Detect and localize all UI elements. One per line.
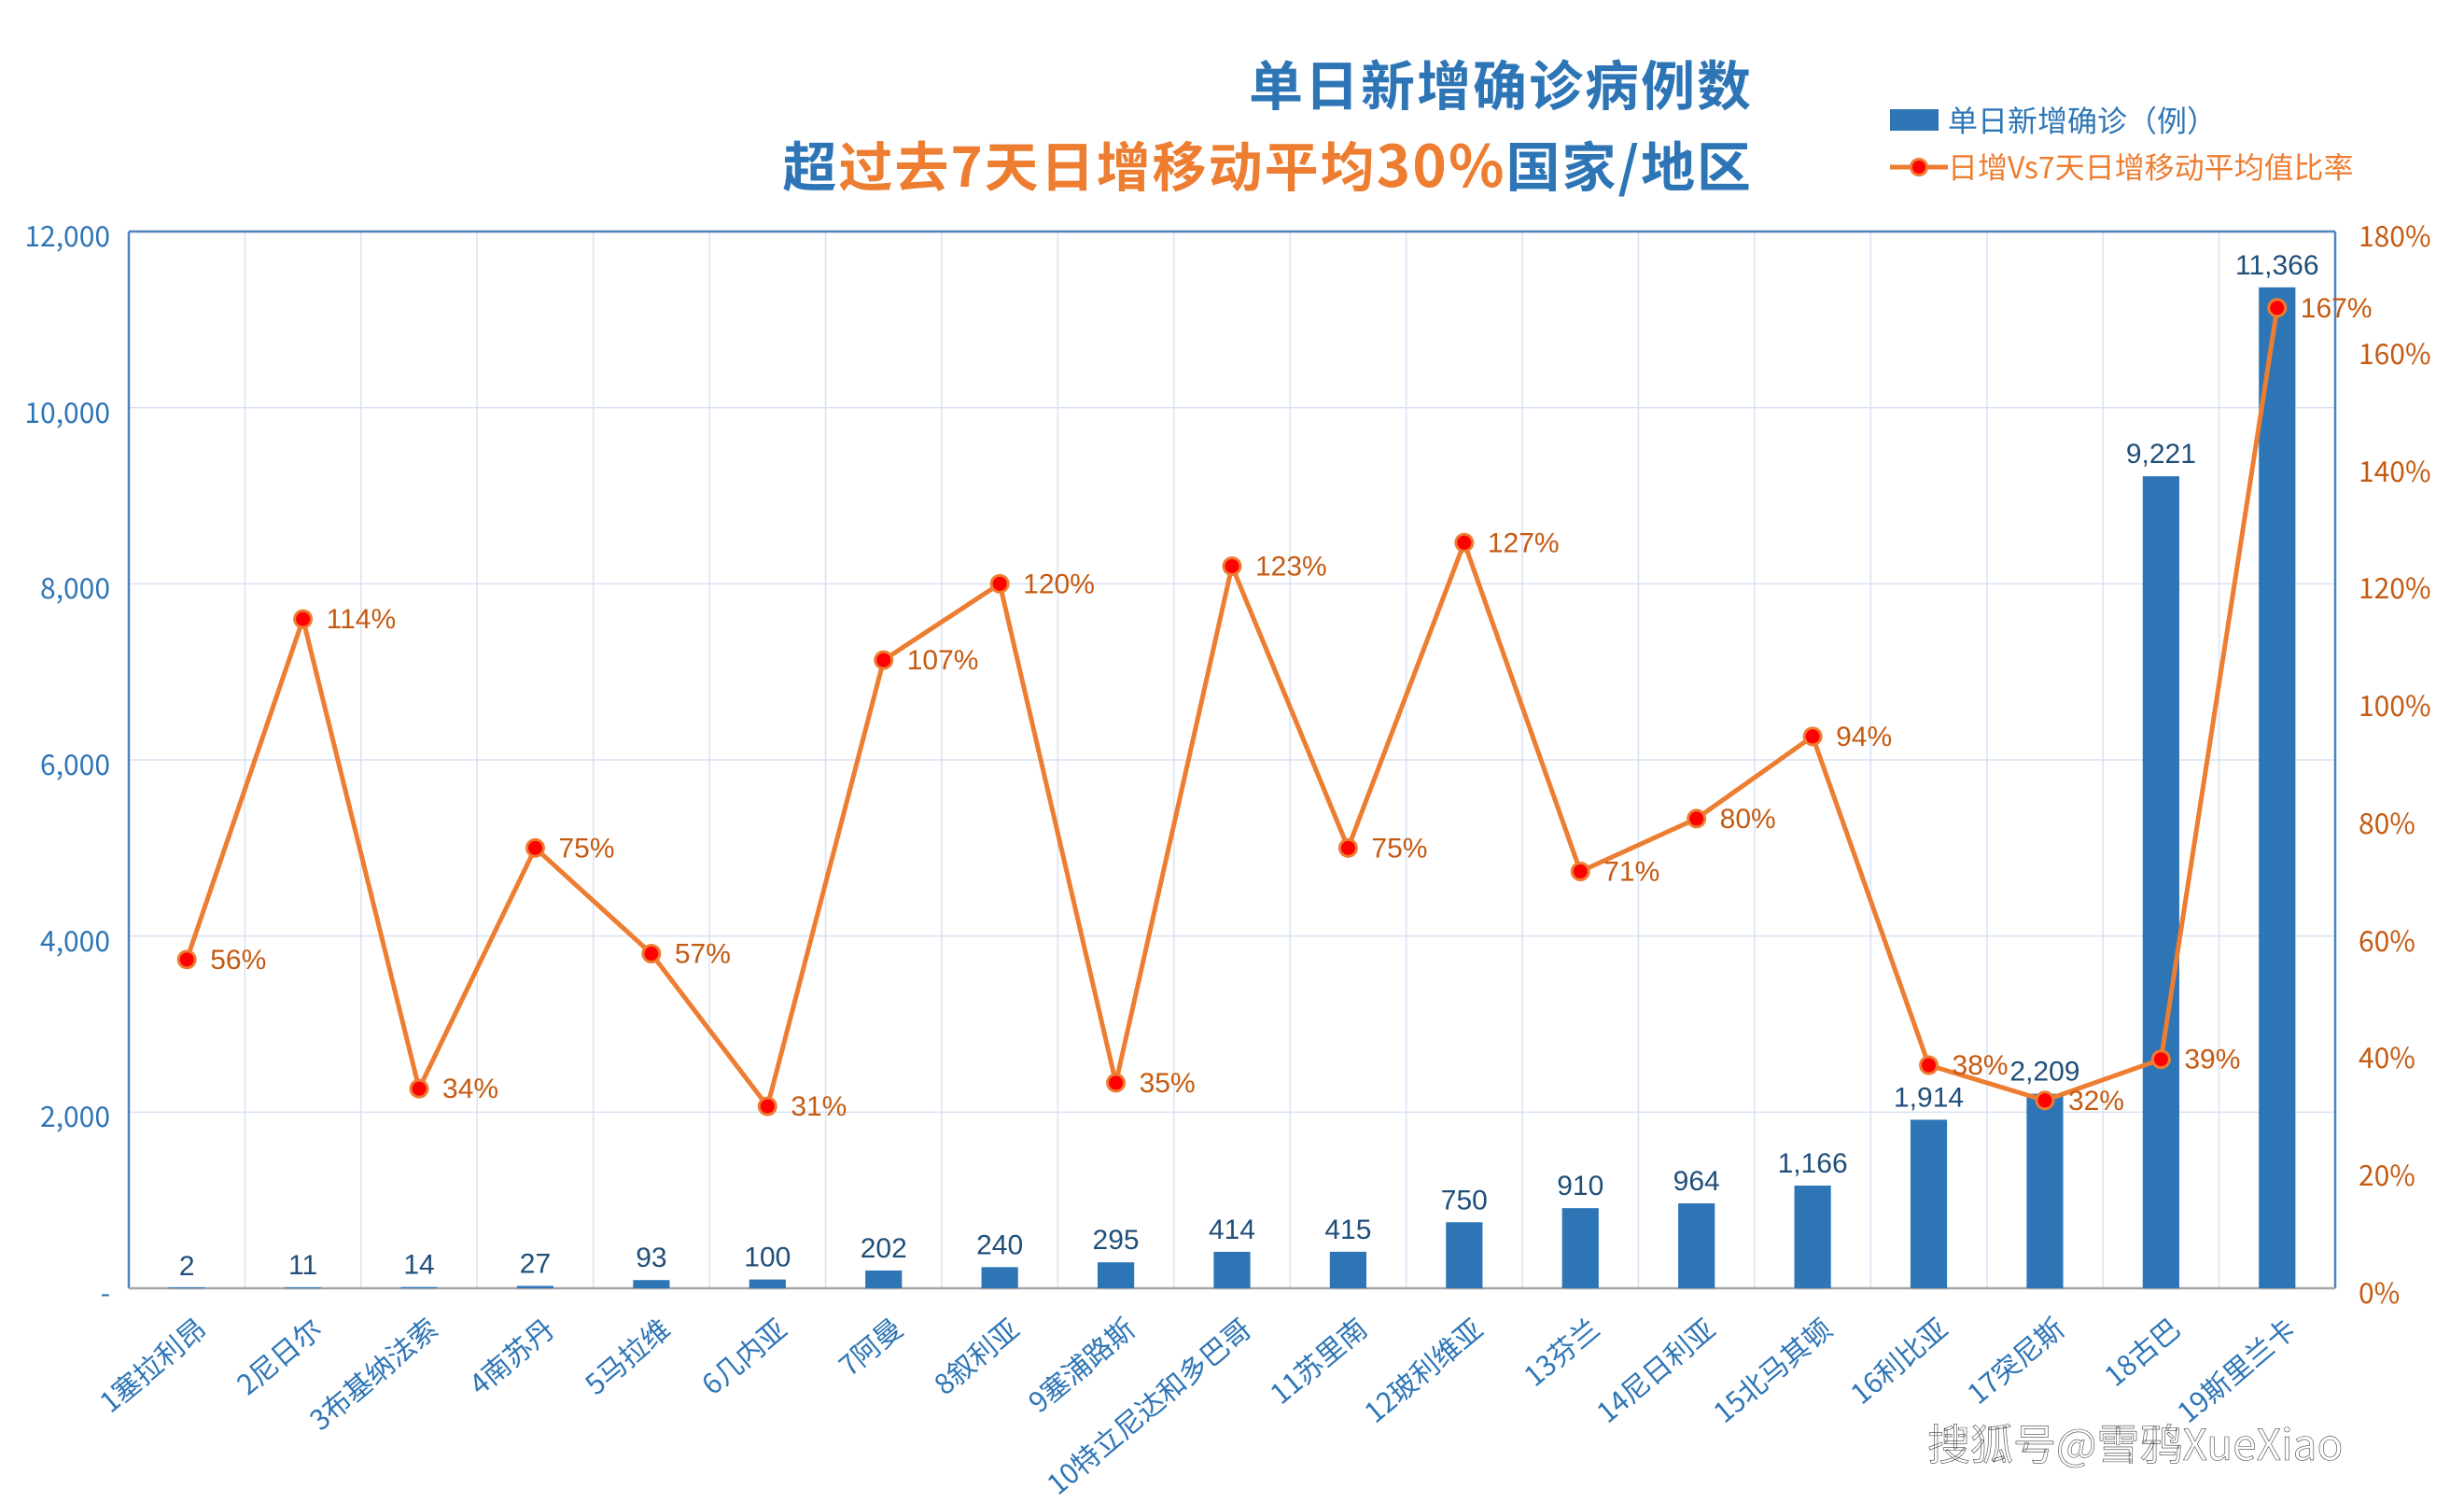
svg-text:80%: 80%	[1720, 804, 1776, 835]
svg-text:127%: 127%	[1488, 527, 1560, 558]
svg-text:11,366: 11,366	[2235, 250, 2319, 281]
svg-text:1,166: 1,166	[1778, 1148, 1848, 1179]
svg-text:31%: 31%	[791, 1091, 847, 1122]
svg-text:2: 2	[179, 1251, 195, 1282]
svg-text:94%: 94%	[1836, 722, 1892, 752]
svg-text:100: 100	[744, 1243, 791, 1273]
svg-text:27: 27	[520, 1248, 551, 1279]
svg-text:57%: 57%	[675, 939, 731, 970]
svg-text:120%: 120%	[1023, 569, 1095, 599]
svg-text:71%: 71%	[1603, 856, 1659, 887]
svg-text:39%: 39%	[2184, 1045, 2240, 1075]
svg-text:75%: 75%	[1371, 833, 1427, 864]
svg-text:11: 11	[288, 1250, 317, 1281]
svg-text:35%: 35%	[1140, 1068, 1196, 1099]
svg-text:93: 93	[636, 1243, 666, 1273]
svg-text:38%: 38%	[1953, 1050, 2009, 1081]
svg-text:414: 414	[1209, 1215, 1255, 1245]
svg-text:32%: 32%	[2068, 1086, 2124, 1117]
svg-text:107%: 107%	[907, 645, 979, 676]
svg-text:114%: 114%	[327, 604, 397, 635]
svg-text:750: 750	[1441, 1185, 1488, 1215]
svg-text:34%: 34%	[442, 1074, 498, 1104]
svg-text:2,209: 2,209	[2009, 1057, 2079, 1088]
svg-text:167%: 167%	[2301, 293, 2373, 324]
svg-text:75%: 75%	[558, 833, 614, 864]
svg-text:240: 240	[976, 1229, 1023, 1260]
svg-text:202: 202	[861, 1233, 907, 1264]
svg-text:910: 910	[1557, 1171, 1603, 1201]
svg-text:1,914: 1,914	[1894, 1082, 1964, 1113]
svg-text:14: 14	[403, 1250, 434, 1281]
svg-text:964: 964	[1673, 1166, 1720, 1197]
svg-text:415: 415	[1324, 1215, 1371, 1245]
svg-text:295: 295	[1093, 1225, 1140, 1256]
svg-text:123%: 123%	[1255, 551, 1327, 582]
svg-text:56%: 56%	[210, 945, 266, 976]
svg-text:9,221: 9,221	[2126, 439, 2196, 470]
